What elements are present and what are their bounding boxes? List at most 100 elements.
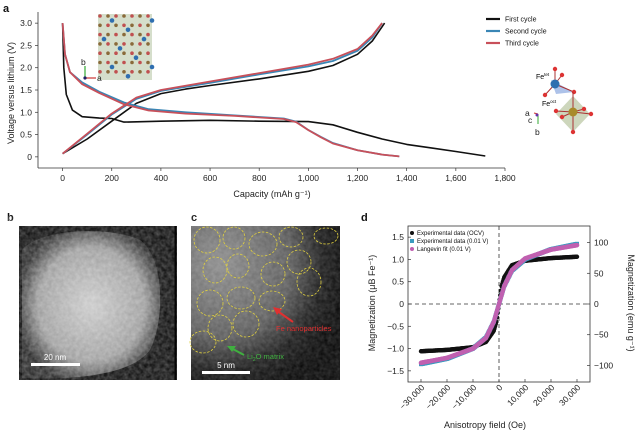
lattice-atom	[130, 14, 134, 18]
lattice-atom	[122, 70, 126, 74]
fe-arrowhead	[273, 307, 282, 315]
legend-label-a: Third cycle	[505, 41, 539, 48]
nanoparticle-outline	[248, 231, 278, 257]
y-axis-label-a: Voltage versus lithium (V)	[6, 42, 16, 144]
crystal-structure-inset	[98, 14, 155, 80]
nanoparticle-outline	[260, 261, 286, 287]
legend-label-a: Second cycle	[505, 29, 547, 36]
data-point-3	[574, 242, 580, 248]
y-tick-label-d: 1.5	[392, 232, 404, 242]
lattice-atom	[138, 32, 142, 37]
legend-marker-d	[410, 247, 414, 251]
y-right-tick-label-d: 50	[594, 268, 604, 278]
nanoparticle-outline	[189, 330, 217, 354]
y-tick-label-a: 1.5	[20, 85, 32, 95]
y-tick-label-a: 1.0	[20, 107, 32, 117]
x-tick-label-a: 1,600	[445, 173, 467, 183]
lattice-atom	[114, 60, 118, 65]
lattice-atom	[114, 23, 118, 28]
lattice-fe-atom	[141, 36, 147, 42]
nanoparticle-outline	[313, 227, 339, 245]
data-point-1	[574, 254, 580, 259]
x-tick-label-a: 600	[203, 173, 217, 183]
lattice-atom	[146, 32, 150, 37]
lattice-atom	[114, 42, 118, 46]
lattice-atom	[106, 42, 110, 46]
lattice-fe-atom	[149, 18, 155, 23]
tem-image-b	[19, 226, 177, 380]
lattice-atom	[106, 23, 110, 28]
lattice-fe-atom	[149, 64, 155, 70]
x-tick-label-d: −20,000	[423, 382, 452, 411]
lattice-atom	[106, 14, 110, 18]
x-tick-label-a: 1,000	[298, 173, 320, 183]
panel-label-d: d	[361, 212, 368, 224]
axis-a-label: a	[97, 73, 102, 83]
y-tick-label-d: 0	[399, 299, 404, 309]
panel-label-b: b	[7, 212, 14, 224]
x-tick-label-a: 1,800	[494, 173, 516, 183]
axis-b-label-right: b	[535, 127, 540, 137]
fe-nanoparticles-label: Fe nanoparticles	[276, 324, 332, 333]
x-axis-label-a: Capacity (mAh g⁻¹)	[233, 189, 310, 199]
legend-label-d: Langevin fit (0.01 V)	[417, 247, 471, 253]
nanoparticle-outline	[296, 267, 322, 297]
lattice-atom	[98, 42, 102, 46]
nanoparticle-outline	[196, 289, 224, 317]
lattice-atom	[130, 42, 134, 46]
y-right-tick-label-d: −100	[594, 360, 613, 370]
axis-a-label-right: a	[525, 108, 530, 118]
lattice-atom	[138, 70, 142, 74]
nanoparticle-outline	[286, 249, 312, 275]
series-line-3-charge	[62, 22, 383, 155]
x-tick-label-a: 400	[154, 173, 168, 183]
li2o-matrix-label: Li2O matrix	[247, 352, 284, 363]
x-tick-label-d: 30,000	[557, 382, 583, 408]
lattice-atom	[122, 60, 126, 65]
x-tick-label-a: 1,200	[347, 173, 369, 183]
series-line-3-discharge	[61, 23, 400, 158]
lattice-fe-atom	[101, 36, 107, 42]
legend-marker-d	[410, 231, 414, 235]
nanoparticle-outline	[226, 286, 256, 310]
x-tick-label-a: 200	[105, 173, 119, 183]
nanoparticle-outline	[258, 290, 286, 312]
lattice-atom	[138, 23, 142, 28]
scale-bar-label-c: 5 nm	[217, 361, 235, 370]
axes-indicator-left: b a	[81, 57, 102, 83]
x-tick-label-a: 800	[252, 173, 266, 183]
y-tick-label-a: 3.0	[20, 18, 32, 28]
nanoparticle-outline	[226, 253, 250, 279]
series-line-1-discharge	[61, 23, 486, 157]
panel-label-a: a	[3, 3, 10, 15]
x-tick-label-a: 0	[60, 173, 65, 183]
voltage-capacity-chart: 0 200 400 600 800 1,000 1,200 1,400 1,600 1,800 0 0…	[20, 12, 547, 183]
y-axis-label-d: Magnetization (μB Fe⁻¹)	[367, 255, 377, 351]
nanoparticle-outline	[278, 226, 304, 248]
scale-bar-c	[202, 371, 250, 374]
lattice-atom	[98, 51, 102, 55]
lattice-atom	[130, 32, 134, 37]
lattice-atom	[138, 51, 142, 55]
lattice-atom	[138, 60, 142, 65]
lattice-atom	[98, 60, 102, 65]
lattice-fe-atom	[125, 74, 131, 79]
lattice-atom	[146, 70, 150, 74]
lattice-atom	[122, 14, 126, 18]
y-tick-label-a: 2.5	[20, 40, 32, 50]
scale-bar-label-b: 20 nm	[44, 353, 67, 362]
x-tick-label-d: −10,000	[449, 382, 478, 411]
nanoparticle-outline	[193, 226, 221, 254]
y-right-tick-label-d: 0	[594, 299, 599, 309]
nanoparticle-outline	[207, 314, 233, 342]
lattice-atom	[138, 42, 142, 46]
lattice-atom	[122, 23, 126, 28]
lattice-atom	[98, 23, 102, 28]
lattice-fe-atom	[133, 55, 139, 60]
lattice-atom	[130, 23, 134, 28]
lattice-atom	[130, 70, 134, 74]
lattice-atom	[146, 23, 150, 28]
lattice-atom	[114, 32, 118, 37]
legend-label-d: Experimental data (OCV)	[417, 231, 484, 237]
